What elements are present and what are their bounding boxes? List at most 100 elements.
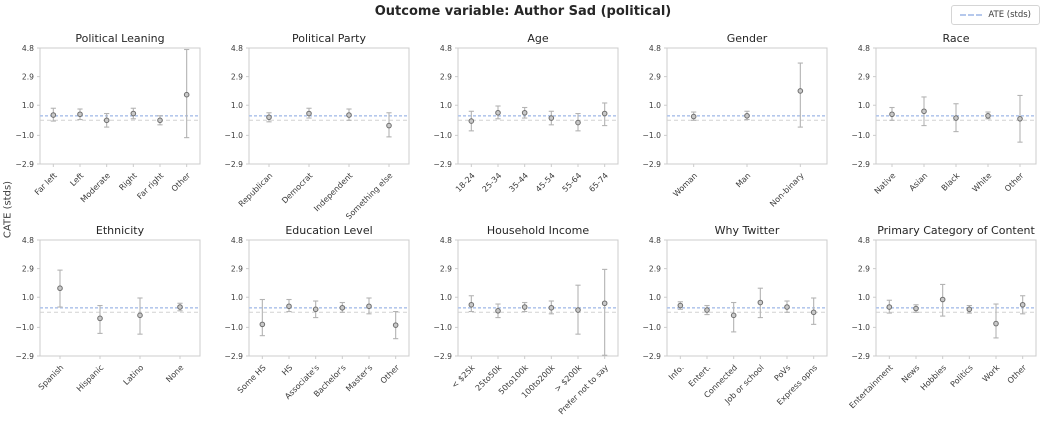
x-tick-label: Right	[117, 171, 138, 192]
legend-label: ATE (stds)	[988, 10, 1031, 20]
subplot-title: Education Level	[285, 224, 372, 237]
data-point	[730, 312, 737, 319]
y-tick-label: −2.9	[643, 352, 662, 361]
y-tick-label: 4.8	[649, 236, 661, 245]
axes-frame	[39, 239, 201, 357]
y-tick-label: −1.0	[434, 323, 453, 332]
y-tick-label: −2.9	[643, 160, 662, 169]
x-tick-label: Other	[1003, 171, 1026, 194]
data-point	[130, 110, 137, 117]
y-tick-label: 2.9	[231, 264, 243, 273]
data-point	[157, 117, 163, 124]
y-tick-label: 1.0	[440, 101, 452, 110]
data-point	[50, 112, 57, 118]
data-point	[601, 300, 608, 307]
data-point	[392, 322, 399, 328]
x-tick-label: None	[164, 363, 185, 384]
data-point	[339, 304, 346, 311]
subplot-canvas-political-party: Political Party 4.8 2.9 1.0 −1.0 −2.9 Republic…	[225, 32, 410, 221]
x-tick-label: Other	[379, 363, 402, 386]
subplot-age: Age 4.8 2.9 1.0 −1.0 −2.9 18-24 25-34 35-44 45-54…	[422, 30, 628, 228]
data-point	[889, 111, 895, 118]
data-point	[690, 113, 697, 120]
y-tick-label: 2.9	[649, 72, 661, 81]
y-tick-label: −1.0	[434, 131, 453, 140]
data-point	[521, 109, 528, 116]
x-tick-label: Asian	[908, 171, 930, 193]
subplot-gender: Gender 4.8 2.9 1.0 −1.0 −2.9 Woman Man Non-binar…	[631, 30, 837, 228]
subplot-title: Race	[943, 32, 970, 45]
axes-frame	[248, 239, 410, 357]
data-point	[57, 285, 63, 292]
data-point	[468, 301, 475, 308]
x-tick-label: Latino	[122, 363, 146, 387]
data-point	[77, 111, 83, 118]
x-tick-label: Other	[170, 171, 193, 194]
y-tick-label: −2.9	[225, 160, 244, 169]
subplot-title: Political Party	[292, 32, 367, 45]
subplot-canvas-education-level: Education Level 4.8 2.9 1.0 −1.0 −2.9 Some HS H…	[225, 224, 410, 401]
y-tick-label: −1.0	[643, 323, 662, 332]
y-tick-label: 1.0	[231, 293, 243, 302]
data-point	[548, 304, 555, 311]
data-point	[921, 108, 927, 115]
y-tick-label: 4.8	[440, 236, 452, 245]
y-tick-label: −1.0	[225, 131, 244, 140]
subplot-title: Primary Category of Content	[877, 224, 1035, 237]
y-tick-label: 4.8	[858, 236, 870, 245]
data-point	[575, 307, 581, 313]
subplot-title: Age	[527, 32, 549, 45]
data-point	[677, 302, 684, 309]
data-point	[286, 303, 292, 310]
x-tick-label: Man	[734, 171, 752, 189]
axes-frame	[39, 47, 201, 165]
subplot-title: Gender	[727, 32, 768, 45]
x-tick-label: News	[900, 363, 922, 385]
y-tick-label: 4.8	[22, 44, 34, 53]
subplot-title: Household Income	[487, 224, 589, 237]
y-tick-label: 1.0	[22, 101, 34, 110]
data-point	[386, 122, 392, 129]
y-tick-label: −2.9	[852, 160, 871, 169]
x-tick-label: HS	[280, 363, 294, 377]
subplot-canvas-primary-category-of-content: Primary Category of Content 4.8 2.9 1.0 −1.0…	[848, 224, 1037, 410]
data-point	[495, 109, 501, 116]
x-tick-label: Politics	[949, 363, 975, 389]
subplot-household-income: Household Income 4.8 2.9 1.0 −1.0 −2.9 < $25k 2…	[422, 222, 628, 420]
x-tick-label: 65-74	[587, 171, 610, 194]
y-tick-label: 1.0	[858, 101, 870, 110]
data-point	[744, 112, 750, 119]
x-tick-label: 18-24	[454, 171, 477, 194]
data-point	[784, 304, 790, 310]
data-point	[757, 299, 764, 306]
x-tick-label: Info.	[667, 363, 686, 382]
data-point	[966, 306, 973, 313]
y-tick-label: 2.9	[649, 264, 661, 273]
x-tick-label: Democrat	[280, 171, 314, 205]
x-tick-label: PoVs	[773, 363, 793, 383]
subplot-canvas-age: Age 4.8 2.9 1.0 −1.0 −2.918-24 25-34 35-44 45-54…	[434, 32, 619, 194]
subplot-primary-category-of-content: Primary Category of Content 4.8 2.9 1.0 −1.0…	[840, 222, 1046, 420]
data-point	[103, 117, 110, 124]
x-tick-label: 25-34	[481, 171, 504, 194]
y-tick-label: 4.8	[231, 236, 243, 245]
data-point	[97, 315, 103, 322]
x-tick-label: Woman	[671, 171, 699, 199]
y-tick-label: 2.9	[231, 72, 243, 81]
x-tick-label: Entert.	[687, 363, 713, 389]
data-point	[366, 303, 372, 310]
subplot-title: Ethnicity	[96, 224, 145, 237]
y-tick-label: −1.0	[16, 131, 35, 140]
x-tick-label: Work	[981, 363, 1002, 384]
x-tick-label: White	[971, 171, 994, 194]
data-point	[601, 110, 608, 117]
subplot-race: Race 4.8 2.9 1.0 −1.0 −2.9 Native Asian Black Whi…	[840, 30, 1046, 228]
data-point	[312, 306, 319, 313]
data-point	[137, 312, 143, 319]
data-point	[548, 115, 555, 121]
subplot-ethnicity: Ethnicity 4.8 2.9 1.0 −1.0 −2.9 Spanish Hispani…	[4, 222, 210, 420]
x-tick-label: Other	[1006, 363, 1029, 386]
subplot-title: Why Twitter	[715, 224, 780, 237]
subplot-education-level: Education Level 4.8 2.9 1.0 −1.0 −2.9 Some HS H…	[213, 222, 419, 420]
